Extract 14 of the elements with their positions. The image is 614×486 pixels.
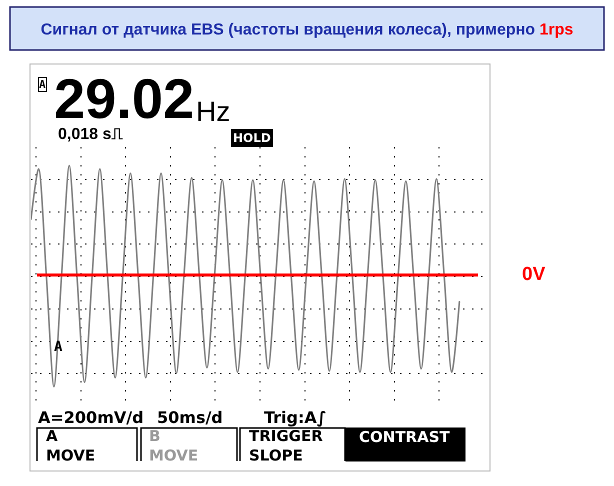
text: HOLD — [233, 131, 271, 145]
text: A — [39, 78, 46, 91]
text: Trig:A∫ — [264, 408, 327, 427]
text: A=200mV/d — [38, 408, 144, 427]
chart-title: Сигнал от датчика EBS (частоты вращения колеса), примерно 1rps — [40, 22, 574, 39]
text: TRIGGER SLOPE — [249, 427, 324, 464]
text: CONTRAST — [359, 428, 451, 446]
text: 50ms/d — [157, 408, 223, 427]
text: A MOVE — [46, 427, 96, 464]
ref-line-label: 0V — [522, 264, 546, 285]
text: B MOVE — [149, 427, 198, 464]
text: 0,018 s⎍ — [58, 126, 124, 143]
annotation: A — [54, 339, 63, 355]
text: Hz — [196, 96, 230, 127]
